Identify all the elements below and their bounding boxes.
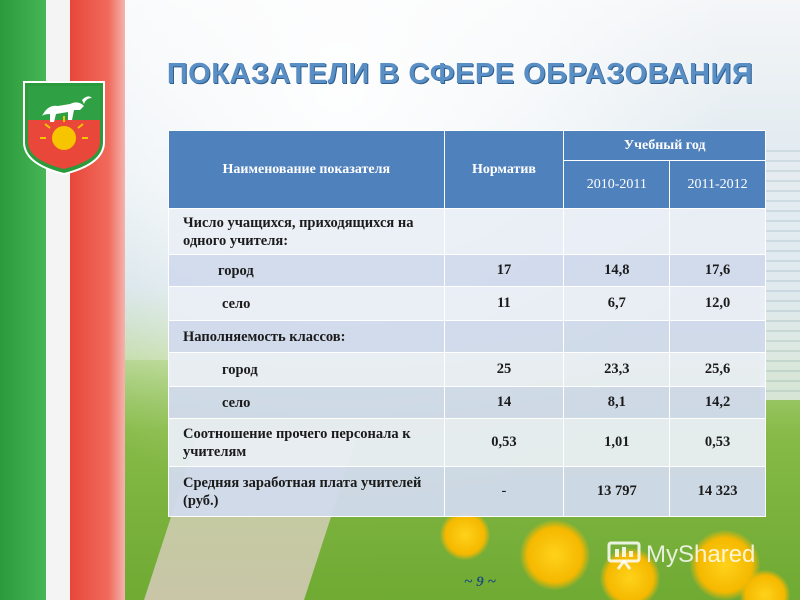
row-2010-2011: 13 797	[563, 466, 671, 517]
myshared-watermark: MyShared	[606, 538, 755, 572]
row-2011-2012: 25,6	[669, 352, 766, 387]
table-row: город 17 14,8 17,6	[168, 254, 766, 287]
row-norm: 14	[443, 386, 565, 419]
row-norm	[443, 208, 565, 255]
header-school-year: Учебный год	[563, 130, 766, 161]
row-2010-2011	[563, 208, 671, 255]
row-2010-2011: 1,01	[563, 418, 671, 467]
row-name: город	[168, 254, 445, 287]
background-flower	[520, 520, 590, 590]
row-2010-2011: 6,7	[563, 286, 671, 321]
row-norm: 25	[443, 352, 565, 387]
row-name: Число учащихся, приходящихся на одного у…	[168, 208, 445, 255]
row-2010-2011: 23,3	[563, 352, 671, 387]
table-row: село 14 8,1 14,2	[168, 386, 766, 419]
table-row: Средняя заработная плата учителей (руб.)…	[168, 466, 766, 517]
row-2011-2012: 14,2	[669, 386, 766, 419]
row-2011-2012: 12,0	[669, 286, 766, 321]
header-year-2010-2011: 2010-2011	[563, 160, 671, 209]
table-row: Число учащихся, приходящихся на одного у…	[168, 208, 766, 255]
row-name: Наполняемость классов:	[168, 320, 445, 353]
table-row: село 11 6,7 12,0	[168, 286, 766, 321]
row-name: город	[168, 352, 445, 387]
header-indicator-name: Наименование показателя	[168, 130, 445, 209]
table-row: Соотношение прочего персонала к учителям…	[168, 418, 766, 467]
header-year-2011-2012: 2011-2012	[669, 160, 766, 209]
row-norm: 0,53	[443, 418, 565, 467]
row-2011-2012: 17,6	[669, 254, 766, 287]
education-indicators-table: Наименование показателя Норматив Учебный…	[168, 130, 766, 517]
presentation-board-icon	[607, 541, 641, 570]
row-name: село	[168, 286, 445, 321]
table-row: город 25 23,3 25,6	[168, 352, 766, 387]
row-2011-2012	[669, 208, 766, 255]
row-name: село	[168, 386, 445, 419]
row-2010-2011: 14,8	[563, 254, 671, 287]
table-row: Наполняемость классов:	[168, 320, 766, 353]
row-2010-2011: 8,1	[563, 386, 671, 419]
row-2010-2011	[563, 320, 671, 353]
row-norm: -	[443, 466, 565, 517]
row-2011-2012: 14 323	[669, 466, 766, 517]
background-building	[760, 150, 800, 400]
background-flower	[440, 510, 490, 560]
row-2011-2012	[669, 320, 766, 353]
row-norm: 17	[443, 254, 565, 287]
row-norm	[443, 320, 565, 353]
row-name: Соотношение прочего персонала к учителям	[168, 418, 445, 467]
row-name: Средняя заработная плата учителей (руб.)	[168, 466, 445, 517]
header-norm: Норматив	[443, 130, 565, 209]
coat-of-arms-icon	[23, 81, 105, 176]
watermark-text: MyShared	[646, 541, 756, 568]
slide-title: ПОКАЗАТЕЛИ В СФЕРЕ ОБРАЗОВАНИЯ	[166, 58, 754, 90]
row-norm: 11	[443, 286, 565, 321]
row-2011-2012: 0,53	[669, 418, 766, 467]
page-number: ~ 9 ~	[463, 574, 497, 590]
